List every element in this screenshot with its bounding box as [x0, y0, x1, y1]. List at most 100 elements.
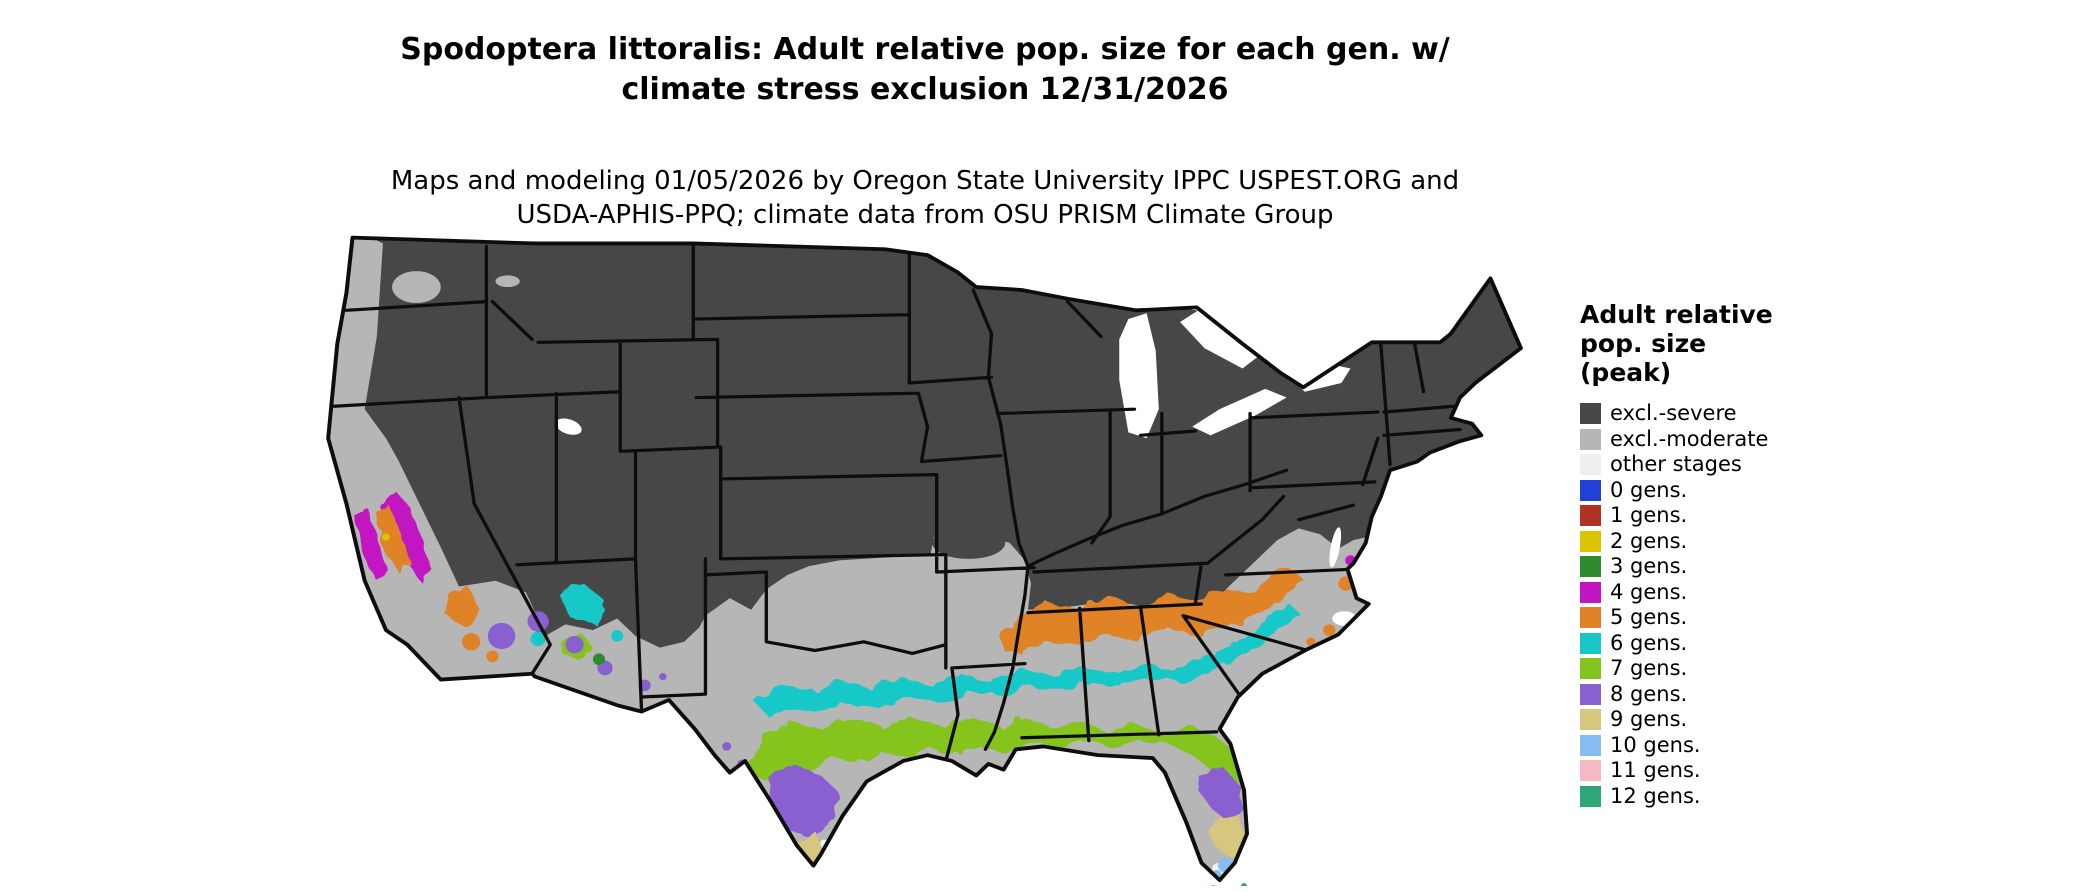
dot-8-gens-az1: [565, 635, 584, 654]
legend-title-line1: Adult relative: [1580, 300, 1773, 329]
us-map: [316, 226, 1530, 886]
lake-michigan: [1119, 313, 1159, 439]
map-patch-moderate-columbia: [392, 271, 441, 304]
legend-entry: 0 gens.: [1580, 478, 1900, 504]
legend-swatch: [1580, 785, 1601, 807]
band-6-gens-az: [559, 583, 606, 625]
dot-3-gens-az: [592, 653, 606, 666]
band-4-gens-coastrange: [355, 508, 390, 581]
legend-entry: 2 gens.: [1580, 529, 1900, 555]
map-patch-severe-ozark: [932, 526, 1006, 559]
legend-entries: excl.-severe excl.-moderate other stages 0 …: [1580, 401, 1900, 809]
state-borders: [332, 241, 1462, 763]
band-8-gens-cfl: [1198, 766, 1244, 823]
dot-12-gens-keys3: [1240, 883, 1248, 886]
legend-entry: 8 gens.: [1580, 682, 1900, 708]
legend-swatch: [1580, 581, 1601, 603]
lake-erie: [1192, 388, 1287, 436]
legend-swatch: [1580, 428, 1601, 450]
chesapeake-bay: [1329, 527, 1342, 568]
legend-entry-label: 2 gens.: [1610, 528, 1688, 553]
legend-entry: 11 gens.: [1580, 758, 1900, 784]
us-outline: [326, 235, 1523, 883]
legend-entry-label: excl.-moderate: [1610, 426, 1769, 451]
band-9-gens-sfl: [1210, 813, 1248, 860]
us-map-svg: [326, 235, 1523, 886]
legend-entry-label: 5 gens.: [1610, 605, 1688, 630]
legend-title-line2: pop. size: [1580, 329, 1707, 358]
legend-entry: 1 gens.: [1580, 503, 1900, 529]
legend-entry: 12 gens.: [1580, 784, 1900, 810]
legend-entry: 10 gens.: [1580, 733, 1900, 759]
legend-title: Adult relative pop. size (peak): [1580, 300, 1900, 387]
legend-entry-label: 11 gens.: [1610, 758, 1701, 783]
map-patch-moderate-mt: [495, 275, 520, 288]
legend-entry-label: 10 gens.: [1610, 732, 1701, 757]
legend-swatch: [1580, 454, 1601, 476]
legend-entry: 9 gens.: [1580, 707, 1900, 733]
legend-entry: 5 gens.: [1580, 605, 1900, 631]
dot-5-gens-socal2: [462, 633, 481, 651]
legend-swatch: [1580, 505, 1601, 527]
lake-superior: [976, 249, 1220, 311]
page-title-line1: Spodoptera littoralis: Adult relative po…: [400, 32, 1450, 67]
page-subtitle: Maps and modeling 01/05/2026 by Oregon S…: [0, 164, 1850, 232]
legend-swatch: [1580, 556, 1601, 578]
dot-6-gens-az1: [530, 631, 546, 647]
great-salt-lake: [555, 418, 582, 435]
dot-3-gens-ca2: [363, 599, 373, 609]
legend-entry-label: 4 gens.: [1610, 579, 1688, 604]
dot-2-gens-ca: [382, 533, 390, 541]
page-title: Spodoptera littoralis: Adult relative po…: [0, 30, 1850, 110]
legend-swatch: [1580, 709, 1601, 731]
band-6-gens-gulf: [755, 603, 1299, 718]
legend-entry: 4 gens.: [1580, 580, 1900, 606]
legend-swatch: [1580, 403, 1601, 425]
legend-entry-label: 12 gens.: [1610, 783, 1701, 808]
dot-12-gens-keys1: [1211, 885, 1216, 886]
dot-8-gens-nm2: [659, 673, 667, 681]
legend-swatch: [1580, 479, 1601, 501]
band-4-gens-sierra: [379, 490, 432, 581]
band-5-gens-socal: [446, 586, 481, 628]
dot-8-gens-bigbend1: [722, 742, 732, 751]
legend-entry: 7 gens.: [1580, 656, 1900, 682]
legend-swatch: [1580, 658, 1601, 680]
legend-entry-label: excl.-severe: [1610, 401, 1737, 426]
legend-entry-label: 0 gens.: [1610, 477, 1688, 502]
legend-entry: 3 gens.: [1580, 554, 1900, 580]
legend-entry-label: 9 gens.: [1610, 707, 1688, 732]
dot-5-gens-nc2: [1306, 637, 1316, 647]
lake-huron: [1180, 298, 1266, 369]
dot-5-gens-socal3: [486, 650, 499, 663]
band-8-gens-stx: [766, 763, 840, 837]
legend-entry-label: 1 gens.: [1610, 503, 1688, 528]
legend-title-line3: (peak): [1580, 358, 1672, 387]
legend-swatch: [1580, 530, 1601, 552]
legend-swatch: [1580, 607, 1601, 629]
page-subtitle-line1: Maps and modeling 01/05/2026 by Oregon S…: [390, 166, 1460, 196]
page-title-line2: climate stress exclusion 12/31/2026: [621, 72, 1229, 107]
legend-entry-label: 8 gens.: [1610, 681, 1688, 706]
dot-5-gens-nc1: [1323, 624, 1336, 636]
legend-swatch: [1580, 632, 1601, 654]
legend-entry-label: 3 gens.: [1610, 554, 1688, 579]
legend-swatch: [1580, 760, 1601, 782]
legend-entry-label: 7 gens.: [1610, 656, 1688, 681]
legend-entry: excl.-severe: [1580, 401, 1900, 427]
legend-entry-label: other stages: [1610, 452, 1742, 477]
legend-entry: other stages: [1580, 452, 1900, 478]
band-5-gens-southeast: [1000, 566, 1302, 654]
dot-3-gens-ca1: [354, 582, 364, 591]
legend: Adult relative pop. size (peak) excl.-se…: [1580, 300, 1900, 809]
dot-8-gens-socal1: [487, 622, 516, 650]
page-subtitle-line2: USDA-APHIS-PPQ; climate data from OSU PR…: [516, 200, 1334, 230]
dot-6-gens-az2: [611, 630, 624, 642]
legend-entry: excl.-moderate: [1580, 427, 1900, 453]
legend-entry: 6 gens.: [1580, 631, 1900, 657]
legend-entry-label: 6 gens.: [1610, 630, 1688, 655]
legend-swatch: [1580, 683, 1601, 705]
florida-keys-dots: [1211, 883, 1248, 886]
legend-swatch: [1580, 734, 1601, 756]
